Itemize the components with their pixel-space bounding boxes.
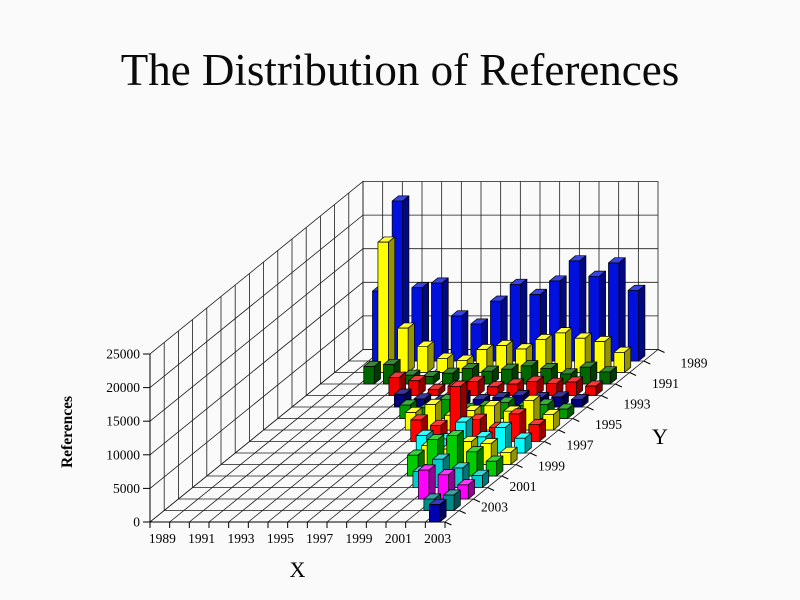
bar	[528, 419, 546, 442]
tick-label: 10000	[106, 447, 140, 462]
bar	[443, 489, 461, 511]
x-axis-title: X	[290, 557, 306, 582]
tick-label: 2003	[481, 500, 508, 515]
bar	[627, 284, 646, 362]
tick-label: 1993	[624, 397, 651, 412]
chart-title: The Distribution of References	[120, 45, 680, 95]
tick-label: 2001	[510, 479, 537, 494]
tick-label: 1999	[346, 531, 373, 546]
bar	[363, 360, 381, 385]
tick-label: 20000	[106, 380, 140, 395]
tick-label: 0	[133, 515, 140, 530]
tick-label: 1995	[267, 531, 294, 546]
tick-label: 1989	[681, 355, 708, 370]
bar	[397, 322, 415, 373]
bar	[486, 381, 505, 396]
bar	[514, 432, 532, 454]
bar	[457, 479, 475, 500]
tick-label: 1993	[228, 531, 255, 546]
bar	[436, 352, 455, 373]
bar	[391, 195, 410, 362]
tick-label: 1989	[149, 531, 176, 546]
chart-bars	[363, 195, 646, 523]
bar	[613, 346, 632, 373]
bar	[542, 408, 561, 431]
bar	[551, 391, 569, 408]
bar	[534, 334, 553, 373]
bar	[427, 383, 446, 396]
bar	[431, 277, 449, 362]
tick-label: 1995	[595, 417, 622, 432]
tick-label: 25000	[106, 347, 140, 362]
z-axis-title: References	[59, 396, 76, 468]
bar	[422, 371, 440, 385]
tick-label: 5000	[113, 481, 140, 496]
bar	[466, 446, 484, 477]
tick-label: 1991	[652, 376, 679, 391]
bar	[499, 446, 518, 465]
bar	[471, 469, 490, 488]
bar	[442, 367, 460, 385]
x-axis: 1989 1991 1993 1995 1997 1999 2001 2003 X	[149, 521, 451, 582]
bar	[428, 498, 447, 523]
bar	[585, 380, 603, 396]
bar	[545, 377, 564, 396]
bar	[554, 327, 573, 373]
tick-label: 15000	[106, 414, 140, 429]
bar	[570, 394, 589, 408]
y-axis-title: Y	[652, 424, 668, 449]
bar	[485, 455, 504, 477]
tick-label: 1991	[188, 531, 215, 546]
tick-label: 1997	[306, 531, 333, 546]
bar	[408, 375, 426, 396]
tick-label: 2001	[385, 531, 412, 546]
tick-label: 1999	[538, 458, 565, 473]
z-axis: 0 5000 10000 15000 20000 25000 References	[59, 347, 151, 530]
bar	[565, 376, 584, 396]
tick-label: 2003	[424, 531, 451, 546]
bar	[377, 236, 396, 373]
bar	[526, 375, 544, 396]
bar	[599, 366, 617, 385]
bar	[579, 361, 598, 385]
bar	[467, 375, 485, 396]
bar	[416, 340, 435, 373]
tick-label: 1997	[567, 438, 594, 453]
